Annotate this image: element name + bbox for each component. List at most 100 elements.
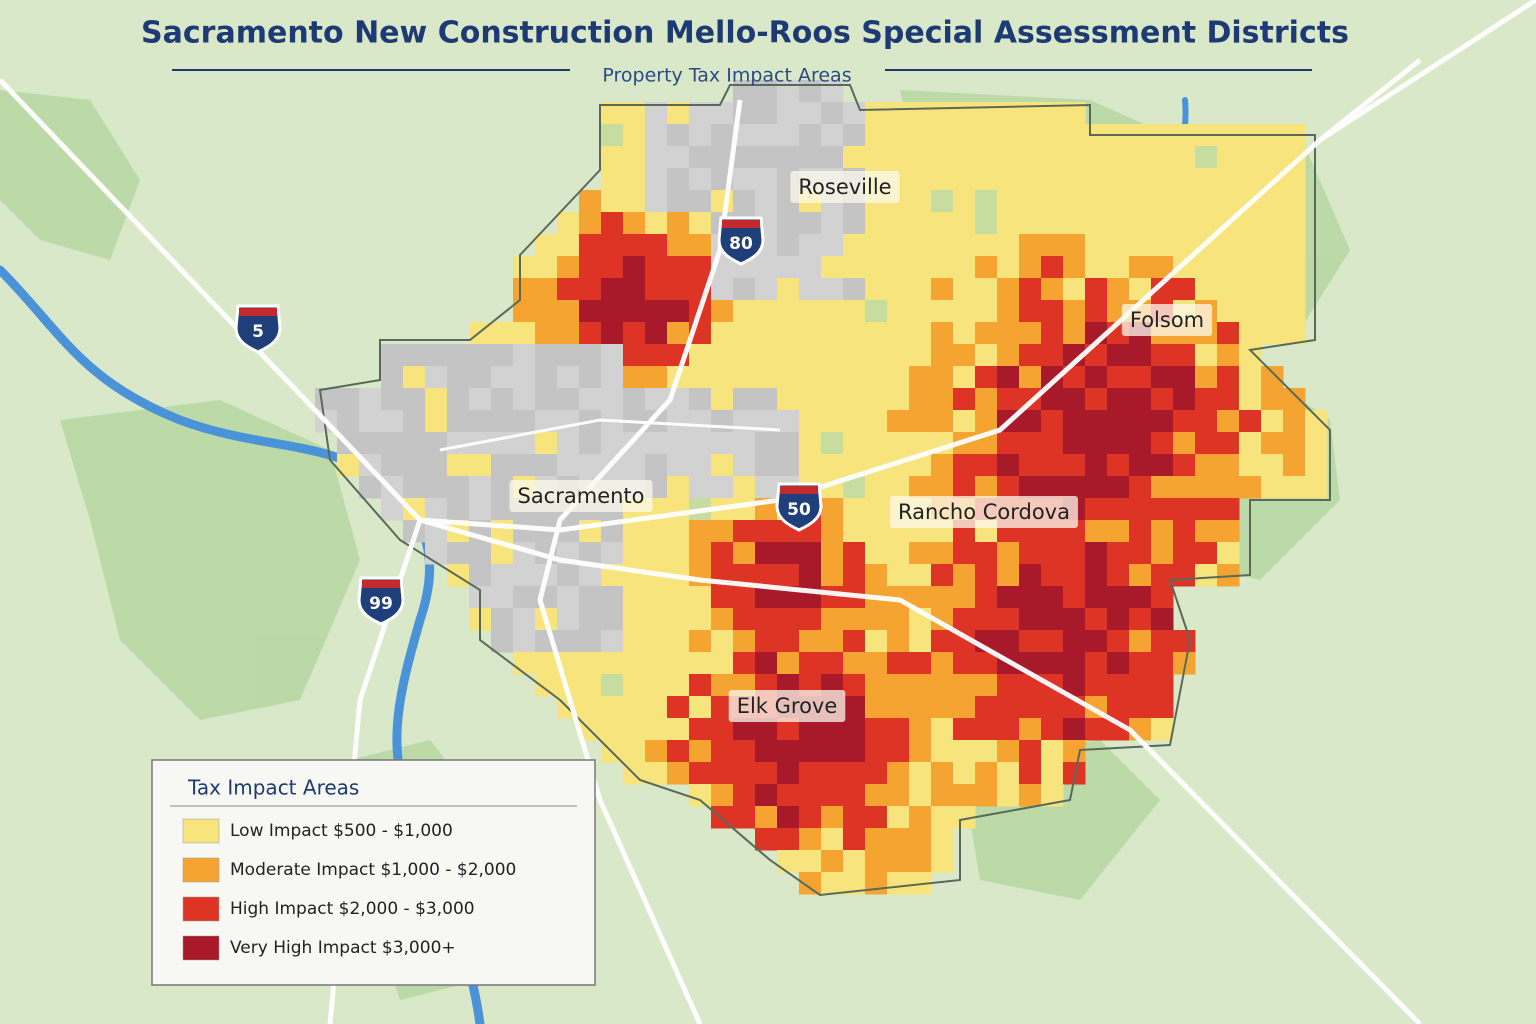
district-block [909, 344, 932, 367]
district-block [689, 762, 712, 785]
district-block [425, 410, 448, 433]
district-block [535, 300, 558, 323]
district-block [997, 476, 1020, 499]
district-block [579, 608, 602, 631]
district-block [513, 564, 536, 587]
district-block [535, 278, 558, 301]
district-block [733, 124, 756, 147]
district-block [733, 806, 756, 829]
district-block [1085, 564, 1108, 587]
district-block [821, 498, 844, 521]
district-block [557, 256, 580, 279]
district-block [1129, 498, 1152, 521]
district-block [1107, 564, 1130, 587]
district-block [821, 388, 844, 411]
district-block [667, 234, 690, 257]
district-block [1217, 454, 1240, 477]
district-block [579, 652, 602, 675]
district-block [821, 256, 844, 279]
district-block [1151, 410, 1174, 433]
district-block [821, 124, 844, 147]
district-block [821, 542, 844, 565]
district-block [601, 124, 624, 147]
district-block [1217, 388, 1240, 411]
district-block [843, 432, 866, 455]
district-block [1151, 498, 1174, 521]
district-block [1041, 740, 1064, 763]
district-block [425, 388, 448, 411]
district-block [1041, 784, 1064, 807]
district-block [1173, 344, 1196, 367]
district-block [1019, 366, 1042, 389]
district-block [1129, 366, 1152, 389]
district-block [513, 388, 536, 411]
subtitle: Property Tax Impact Areas [602, 65, 851, 87]
district-block [755, 146, 778, 169]
district-block [1063, 278, 1086, 301]
district-block [601, 344, 624, 367]
district-block [799, 344, 822, 367]
highway-shield [234, 304, 282, 354]
district-block [755, 410, 778, 433]
district-block [447, 432, 470, 455]
district-block [1239, 278, 1262, 301]
district-block [711, 278, 734, 301]
district-block [711, 300, 734, 323]
district-block [931, 146, 954, 169]
district-block [953, 410, 976, 433]
district-block [1085, 146, 1108, 169]
district-block [1041, 476, 1064, 499]
district-block [887, 630, 910, 653]
district-block [535, 454, 558, 477]
district-block [403, 344, 426, 367]
district-block [821, 630, 844, 653]
district-block [381, 498, 404, 521]
district-block [799, 212, 822, 235]
district-block [711, 740, 734, 763]
district-block [799, 784, 822, 807]
district-block [843, 828, 866, 851]
district-block [865, 542, 888, 565]
district-block [887, 674, 910, 697]
district-block [1019, 190, 1042, 213]
district-block [931, 850, 954, 873]
district-block [535, 256, 558, 279]
district-block [865, 498, 888, 521]
district-block [645, 344, 668, 367]
district-block [887, 410, 910, 433]
district-block [931, 696, 954, 719]
district-block [865, 828, 888, 851]
district-block [755, 388, 778, 411]
district-block [403, 366, 426, 389]
district-block [931, 300, 954, 323]
district-block [865, 476, 888, 499]
district-block [645, 542, 668, 565]
district-block [975, 256, 998, 279]
district-block [645, 102, 668, 125]
district-block [711, 432, 734, 455]
district-block [799, 872, 822, 895]
district-block [755, 102, 778, 125]
district-block [953, 278, 976, 301]
district-block [645, 454, 668, 477]
legend-label: Moderate Impact $1,000 - $2,000 [230, 860, 516, 880]
district-block [931, 784, 954, 807]
district-block [931, 762, 954, 785]
district-block [777, 564, 800, 587]
district-block [513, 278, 536, 301]
district-block [799, 718, 822, 741]
district-block [865, 212, 888, 235]
district-block [997, 344, 1020, 367]
district-block [667, 542, 690, 565]
district-block [733, 432, 756, 455]
district-block [425, 366, 448, 389]
district-block [1041, 762, 1064, 785]
district-block [887, 762, 910, 785]
district-block [887, 344, 910, 367]
district-block [1085, 234, 1108, 257]
district-block [1151, 234, 1174, 257]
district-block [821, 564, 844, 587]
district-block [1195, 498, 1218, 521]
district-block [1283, 410, 1306, 433]
district-block [953, 718, 976, 741]
